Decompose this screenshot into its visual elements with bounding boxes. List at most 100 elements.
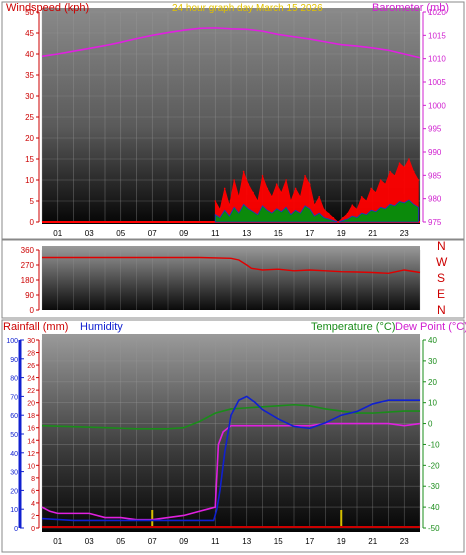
rain-tick-label: 14 [27,438,35,445]
wind-data-point [398,162,401,164]
barometer-right-tick-label: 1010 [428,55,446,64]
wind-data-point [214,200,217,202]
humidity-tick-label: 40 [10,451,18,458]
barometer-right-tick-label: 1020 [428,8,446,17]
temperature-tick-label: -50 [428,524,440,533]
rain-tick-label: 0 [31,526,35,533]
wind-data-point [342,217,344,219]
humidity-tick-label: 10 [10,507,18,514]
wind-left-tick-label: 35 [25,71,34,80]
wind-data-point [256,200,259,202]
direction-label-n-top: N [437,239,446,253]
wind-x-tick-label: 15 [274,229,283,238]
rain-tick-label: 12 [27,451,35,458]
temp-x-tick-label: 07 [148,537,157,546]
wind-data-point [290,200,292,202]
direction-tick-label: 90 [25,291,34,300]
temp-x-tick-label: 13 [242,537,251,546]
wind-x-tick-label: 23 [400,229,409,238]
wind-x-tick-label: 01 [53,229,62,238]
wind-data-point [280,191,283,194]
wind-data-point [417,179,420,181]
rain-bar [340,510,343,528]
wind-data-point [356,208,358,211]
wind-data-point [394,175,396,177]
rain-tick-label: 26 [27,363,35,370]
wind-data-point [313,204,316,206]
wind-left-tick-label: 10 [25,176,34,185]
humidity-axis-title: Humidity [80,321,123,333]
barometer-line [41,27,421,59]
humidity-tick-label: 100 [6,338,18,345]
barometer-right-tick-label: 1005 [428,78,446,87]
wind-data-point [327,212,330,215]
dewpoint-line [41,422,421,521]
wind-data-point [360,196,363,198]
temp-x-tick-label: 23 [400,537,409,546]
direction-label-e: E [437,287,445,301]
wind-data-point [318,196,321,198]
humidity-tick-label: 0 [14,526,18,533]
rain-tick-label: 20 [27,401,35,408]
chart-date-title: 24 hour graph day March 15 2026 [172,3,323,14]
temperature-tick-label: -20 [428,461,440,470]
wind-x-tick-label: 05 [116,229,125,238]
temperature-tick-label: -40 [428,503,440,512]
humidity-tick-label: 90 [10,357,18,364]
rain-tick-label: 4 [31,501,35,508]
dewpoint-axis-title: Dew Point (°C) [395,321,466,333]
wind-data-point [370,187,372,190]
barometer-axis-title: Barometer (mb) [372,2,449,14]
temperature-line [41,403,420,430]
wind-data-point [403,166,406,169]
wind-left-tick-label: 30 [25,92,34,101]
wind-data-point [304,175,306,177]
temp-x-tick-label: 11 [211,537,220,546]
temperature-tick-label: 30 [428,357,437,366]
temp-x-tick-label: 21 [368,537,377,546]
wind-data-point [375,191,377,194]
wind-data-point [242,170,245,173]
direction-tick-label: 0 [30,306,35,315]
wind-data-point [247,183,250,185]
wind-data-point [323,208,325,211]
wind-x-tick-label: 03 [85,229,94,238]
wind-data-point [389,170,391,173]
axis-layer: 0510152025303540455097598098599099510001… [6,8,446,546]
wind-x-tick-label: 11 [211,229,220,238]
wind-x-tick-label: 21 [368,229,377,238]
wind-x-tick-label: 13 [242,229,251,238]
barometer-right-tick-label: 985 [428,171,442,180]
direction-label-n-bottom: N [437,303,446,317]
temp-panel-border [1,319,465,553]
humidity-tick-label: 30 [10,470,18,477]
direction-panel-border [1,239,465,319]
temp-x-tick-label: 19 [337,537,346,546]
wind-data-point [299,196,302,198]
rain-tick-label: 16 [27,426,35,433]
barometer-right-tick-label: 1000 [428,101,446,110]
temperature-tick-label: -10 [428,440,440,449]
wind-data-point [379,179,382,181]
rain-tick-label: 24 [27,376,35,383]
wind-data-point [275,183,278,185]
wind-data-point [266,187,269,190]
wind-left-tick-label: 0 [30,218,35,227]
wind-x-tick-label: 19 [337,229,346,238]
wind-left-tick-label: 20 [25,134,34,143]
wind-axis-title: Windspeed (kph) [6,2,89,14]
humidity-tick-label: 60 [10,413,18,420]
temp-x-tick-label: 17 [305,537,314,546]
temperature-tick-label: 40 [428,336,437,345]
wind-left-tick-label: 40 [25,50,34,59]
humidity-tick-label: 80 [10,376,18,383]
wind-data-point [294,187,297,190]
wind-data-point [384,183,387,185]
rain-tick-label: 18 [27,413,35,420]
barometer-right-tick-label: 990 [428,148,442,157]
wind-direction-line [42,256,421,275]
wind-left-tick-label: 50 [25,8,34,17]
rain-tick-label: 8 [31,476,35,483]
rain-tick-label: 30 [27,338,35,345]
